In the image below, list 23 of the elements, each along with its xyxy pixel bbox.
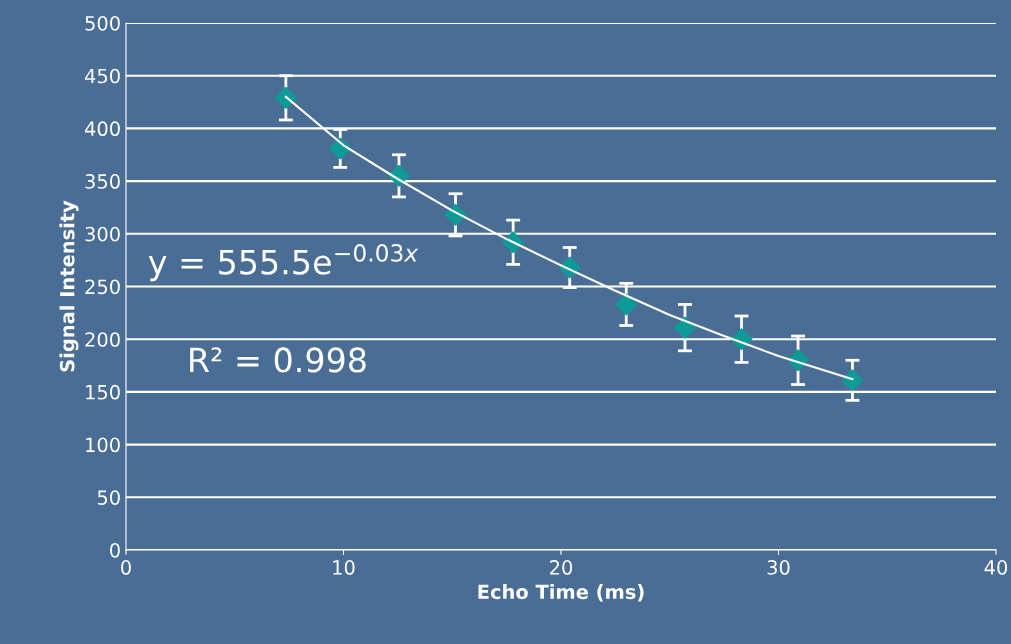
y-tick-label: 250 [85, 279, 120, 295]
annotation: R² = 0.998 [190, 347, 366, 373]
x-tick-label: 40 [984, 560, 1008, 575]
y-tick-label: 100 [86, 437, 120, 453]
y-tick-label: 400 [84, 121, 120, 137]
x-tick-label: 10 [333, 560, 355, 575]
y-tick-label: 0 [110, 542, 120, 558]
y-axis-title: Signal Intensity [59, 200, 79, 372]
x-tick-label: 30 [767, 560, 790, 575]
y-tick-label: 350 [85, 174, 120, 189]
point [615, 293, 638, 316]
y-tick-label: 200 [85, 332, 120, 347]
y-tick-label: 450 [84, 68, 120, 84]
y-tick-label: 150 [86, 384, 120, 400]
y-tick-label: 50 [97, 490, 120, 505]
y-tick-label: 500 [85, 15, 120, 31]
y-tick-label: 300 [85, 226, 120, 242]
x-tick-label: 20 [550, 560, 573, 575]
annotation: y = 555.5e$^{−0.03x}$ [148, 244, 419, 282]
x-tick-label: 0 [121, 560, 131, 575]
point [841, 369, 864, 392]
point [274, 86, 297, 109]
x-axis-title: Echo Time (ms) [478, 584, 644, 602]
